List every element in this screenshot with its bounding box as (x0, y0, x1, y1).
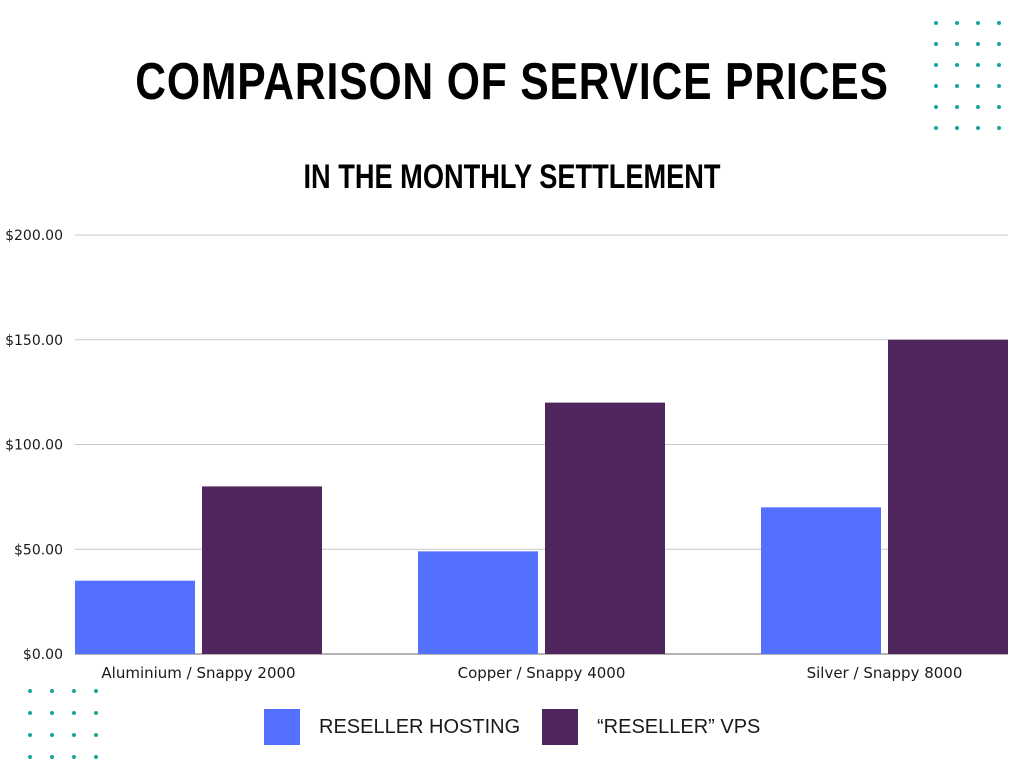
category-label: Aluminium / Snappy 2000 (101, 664, 295, 682)
bar-reseller-vps-1 (202, 486, 322, 654)
decorative-dot (976, 126, 980, 130)
decorative-dot (955, 42, 959, 46)
decorative-dot (50, 689, 54, 693)
bars (75, 339, 1008, 654)
decorative-dot (28, 689, 32, 693)
decorative-dot (50, 733, 54, 737)
bar-chart: $0.00 $50.00 $100.00 $150.00 $200.00 Alumini… (5, 228, 1008, 682)
legend: RESELLER HOSTING “RESELLER” VPS (0, 708, 1024, 748)
decorative-dot (997, 42, 1001, 46)
y-tick-label: $0.00 (23, 647, 63, 663)
y-tick-label: $50.00 (14, 542, 63, 558)
chart-title: COMPARISON OF SERVICE PRICES (135, 53, 889, 111)
decorative-dot (934, 84, 938, 88)
decorative-dot (94, 711, 98, 715)
decorative-dot (955, 105, 959, 109)
decorative-dot (94, 689, 98, 693)
decorative-dot (955, 84, 959, 88)
decorative-dot (976, 63, 980, 67)
decorative-dot (28, 733, 32, 737)
chart-subtitle: IN THE MONTHLY SETTLEMENT (303, 158, 721, 196)
y-tick-label: $150.00 (5, 333, 63, 349)
x-axis-category-labels: Aluminium / Snappy 2000 Copper / Snappy 4… (101, 664, 962, 682)
category-label: Silver / Snappy 8000 (807, 664, 963, 682)
decorative-dot-grid-bottom (28, 689, 98, 759)
decorative-dot-grid-top (934, 21, 1001, 130)
category-label: Copper / Snappy 4000 (458, 664, 626, 682)
decorative-dot (28, 711, 32, 715)
decorative-dot (28, 755, 32, 759)
decorative-dot (72, 755, 76, 759)
decorative-dot (997, 21, 1001, 25)
legend-item-reseller-hosting: RESELLER HOSTING (264, 708, 520, 746)
decorative-dot (976, 21, 980, 25)
legend-label-reseller-hosting: RESELLER HOSTING (319, 715, 521, 738)
decorative-dot (94, 755, 98, 759)
decorative-dot (934, 42, 938, 46)
bar-reseller-vps-3 (888, 339, 1008, 654)
decorative-dot (997, 105, 1001, 109)
legend-item-reseller-vps: “RESELLER” VPS (542, 708, 760, 746)
decorative-dot (955, 126, 959, 130)
decorative-dot (50, 711, 54, 715)
bar-reseller-hosting-2 (418, 551, 538, 654)
decorative-dot (934, 126, 938, 130)
bar-reseller-hosting-1 (75, 580, 195, 654)
decorative-dot (50, 755, 54, 759)
decorative-dot (72, 689, 76, 693)
decorative-dot (997, 84, 1001, 88)
decorative-dot (94, 733, 98, 737)
decorative-dot (72, 733, 76, 737)
decorative-dot (955, 63, 959, 67)
bar-reseller-vps-2 (545, 402, 665, 654)
decorative-dot (997, 63, 1001, 67)
decorative-dot (934, 105, 938, 109)
decorative-dot (997, 126, 1001, 130)
decorative-dot (955, 21, 959, 25)
legend-swatch-reseller-vps (542, 709, 578, 745)
legend-swatch-reseller-hosting (264, 709, 300, 745)
decorative-dot (934, 21, 938, 25)
decorative-dot (934, 63, 938, 67)
decorative-dot (976, 84, 980, 88)
decorative-dot (72, 711, 76, 715)
y-tick-label: $100.00 (5, 438, 63, 454)
y-axis-tick-labels: $0.00 $50.00 $100.00 $150.00 $200.00 (5, 228, 63, 663)
decorative-dot (976, 42, 980, 46)
y-tick-label: $200.00 (5, 228, 63, 244)
legend-label-reseller-vps: “RESELLER” VPS (597, 715, 761, 738)
bar-reseller-hosting-3 (761, 507, 881, 654)
decorative-dot (976, 105, 980, 109)
